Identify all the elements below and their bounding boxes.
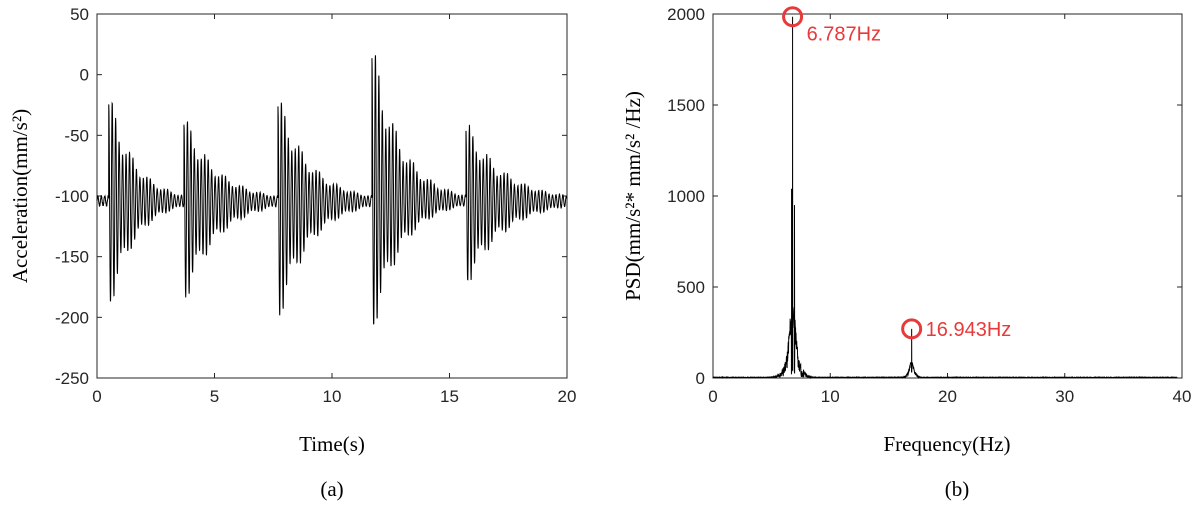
peak-label: 16.943Hz: [926, 319, 1012, 341]
panel-label-a: (a): [320, 477, 343, 501]
ticks-b: 0 10 20 30 40 0 500 1000 1500 2000: [667, 5, 1191, 406]
b-x-tick-label: 40: [1173, 387, 1192, 406]
y-axis-label-b: PSD(mm/s²* mm/s² /Hz): [621, 91, 645, 301]
b-y-tick-label: 1500: [667, 96, 705, 115]
a-y-tick-label: -200: [55, 308, 89, 327]
b-x-tick-label: 20: [938, 387, 957, 406]
a-y-tick-label: -250: [55, 369, 89, 388]
b-y-tick-label: 2000: [667, 5, 705, 24]
a-y-tick-label: -150: [55, 248, 89, 267]
a-y-tick-label: 50: [70, 5, 89, 24]
a-y-tick-label: -100: [55, 187, 89, 206]
acceleration-trace: [96, 55, 568, 325]
ticks-a: 0 5 10 15 20 -250 -200 -150 -100 -50 0 50: [55, 5, 576, 406]
x-axis-label-a: Time(s): [299, 432, 365, 456]
peak-marker-circle: [901, 318, 923, 340]
peak-label: 6.787Hz: [807, 24, 882, 46]
b-x-tick-label: 30: [1055, 387, 1074, 406]
b-y-tick-label: 1000: [667, 187, 705, 206]
panel-label-b: (b): [945, 477, 970, 501]
panel-b-psd: 0 10 20 30 40 0 500 1000 1500 2000 6.787Hz 16.943H…: [621, 5, 1191, 501]
peak-annotations: 6.787Hz 16.943Hz: [782, 6, 1012, 341]
a-x-tick-label: 20: [558, 387, 577, 406]
b-y-tick-label: 0: [696, 369, 705, 388]
peak-marker-circle: [782, 6, 804, 28]
a-x-tick-label: 0: [92, 387, 101, 406]
a-x-tick-label: 10: [323, 387, 342, 406]
a-x-tick-label: 5: [210, 387, 219, 406]
panel-a-acceleration: 0 5 10 15 20 -250 -200 -150 -100 -50 0 50 Time(s) A…: [8, 5, 576, 501]
a-x-tick-label: 15: [440, 387, 459, 406]
a-y-tick-label: -50: [64, 126, 89, 145]
b-y-tick-label: 500: [677, 278, 705, 297]
b-x-tick-label: 0: [708, 387, 717, 406]
b-x-tick-label: 10: [821, 387, 840, 406]
y-axis-label-a: Acceleration(mm/s²): [8, 109, 32, 283]
psd-trace: [712, 16, 1178, 380]
a-y-tick-label: 0: [80, 66, 89, 85]
x-axis-label-b: Frequency(Hz): [883, 432, 1010, 456]
